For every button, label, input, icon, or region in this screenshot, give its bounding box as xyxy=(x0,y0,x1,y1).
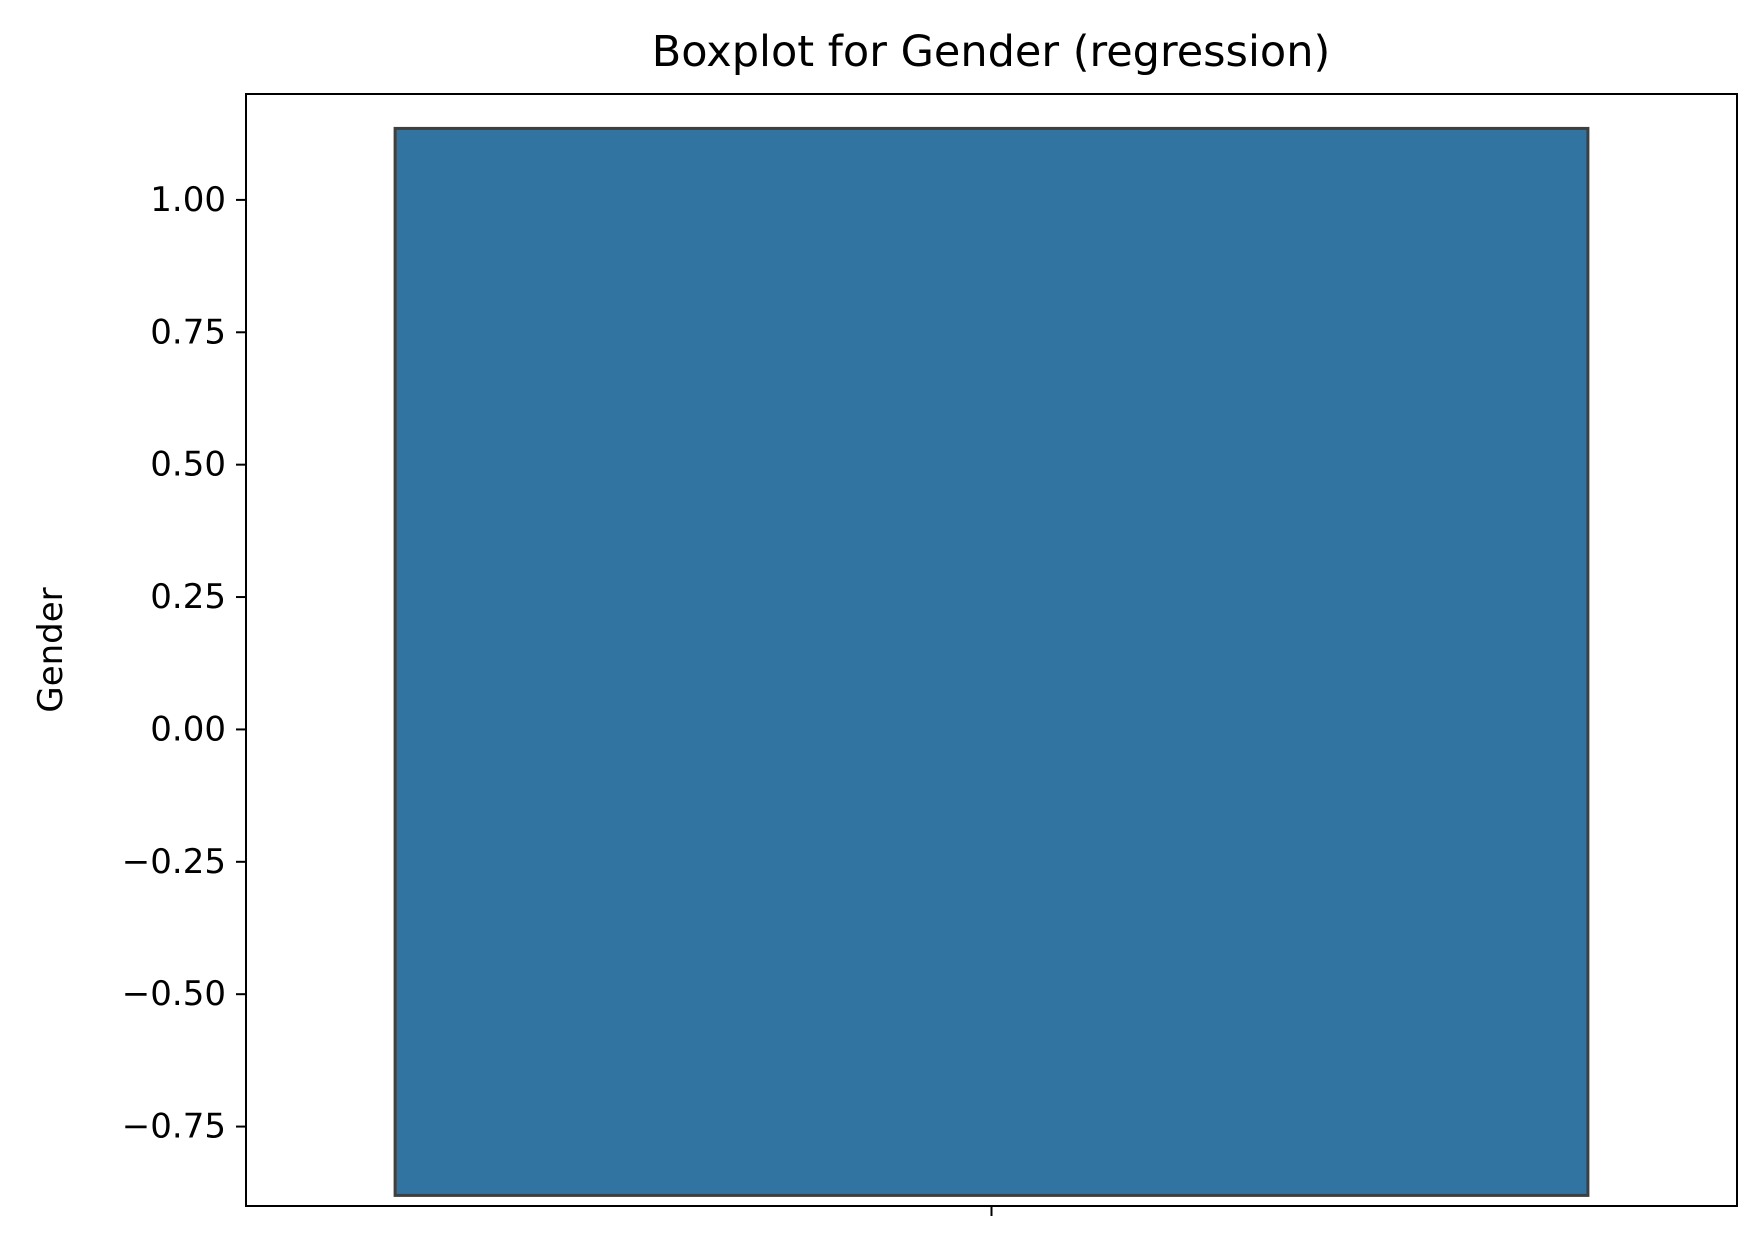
y-tick-label: −0.50 xyxy=(122,974,226,1014)
y-tick-label: 0.00 xyxy=(150,709,226,749)
y-axis: 1.00 0.75 0.50 0.25 0.00 −0.25 −0.50 −0.75 xyxy=(122,180,246,1147)
plot-area xyxy=(245,93,1738,1207)
y-tick-label: 0.50 xyxy=(150,445,226,485)
y-tick-label: −0.25 xyxy=(122,842,226,882)
chart-title: Boxplot for Gender (regression) xyxy=(652,27,1330,77)
y-tick-label: 0.25 xyxy=(150,577,226,617)
y-axis-label: Gender xyxy=(31,587,71,712)
y-tick-label: −0.75 xyxy=(122,1107,226,1147)
y-tick-label: 0.75 xyxy=(150,312,226,352)
box-iqr xyxy=(393,126,1590,1197)
y-tick-label: 1.00 xyxy=(150,180,226,220)
